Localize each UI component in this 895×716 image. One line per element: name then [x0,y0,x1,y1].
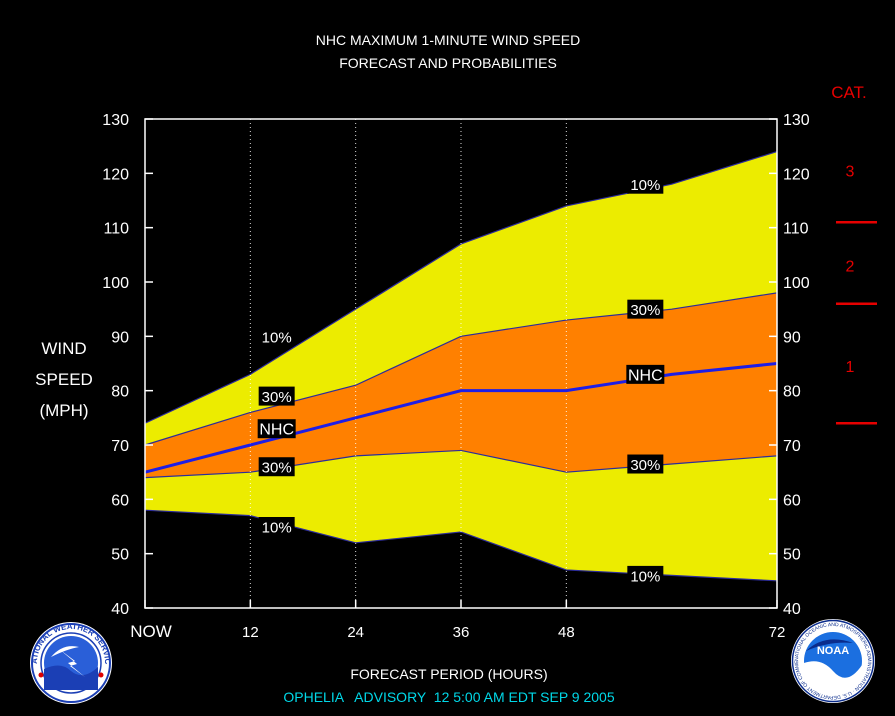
x-tick-label: NOW [130,622,172,641]
y-tick-label-left: 40 [111,601,129,618]
y-tick-label-left: 110 [103,221,129,238]
x-axis-label: FORECAST PERIOD (HOURS) [350,666,547,682]
category-header: CAT. [831,83,867,102]
band-label-box [627,299,664,319]
y-tick-label-left: 130 [102,112,129,129]
band-label-box [627,565,664,585]
band-label-box [257,419,296,439]
band-label: 10% [262,329,292,346]
band-label-box [627,174,664,194]
y-tick-label-right: 80 [783,384,801,401]
band-label: 10% [262,520,292,537]
y-tick-label-right: 40 [783,601,801,618]
band-label-box [258,457,295,477]
band-label-box [626,364,665,384]
series-edge-1 [144,292,778,446]
y-tick-label-right: 100 [783,275,810,292]
nhc-forecast-line [144,362,778,474]
nws-logo: NATIONAL WEATHER SERVICE [30,622,112,704]
y-tick-label-right: 50 [783,547,801,564]
y-tick-label-right: 70 [783,438,801,455]
x-tick-label: 48 [558,624,575,641]
category-label: 2 [846,259,855,276]
y-axis-label-line3: (MPH) [39,401,88,420]
y-tick-label-right: 110 [783,221,809,238]
x-tick-label: 24 [347,624,364,641]
x-tick-label: 72 [769,624,786,641]
band-label: 10% [630,568,660,585]
y-tick-label-right: 120 [783,166,810,183]
y-tick-label-left: 100 [102,275,129,292]
x-tick-label: 36 [453,624,470,641]
y-tick-label-left: 80 [111,384,129,401]
noaa-logo-text: NOAA [817,645,849,657]
y-tick-label-left: 70 [111,438,129,455]
chart-title-line2: FORECAST AND PROBABILITIES [339,55,557,71]
noaa-logo: NOAA NATIONAL OCEANIC AND ATMOSPHERIC AD… [791,619,875,703]
category-label: 1 [846,359,855,376]
band-label: 10% [630,177,660,194]
y-tick-label-left: 90 [111,329,129,346]
x-tick-label: 12 [242,624,259,641]
band-label: NHC [259,422,294,439]
band-label: NHC [628,367,663,384]
chart-title-line1: NHC MAXIMUM 1-MINUTE WIND SPEED [316,32,580,48]
band-label: 30% [630,457,660,474]
y-tick-label-left: 120 [102,166,129,183]
band-label-box [627,454,664,474]
advisory-footer: OPHELIA ADVISORY 12 5:00 AM EDT SEP 9 20… [283,689,614,705]
band-label-box [258,326,295,346]
category-label: 3 [846,164,855,181]
y-tick-label-left: 50 [111,547,129,564]
band-label: 30% [630,302,660,319]
y-tick-label-right: 90 [783,329,801,346]
y-tick-label-left: 60 [111,492,129,509]
band-label-box [258,386,295,406]
y-axis-label-line1: WIND [41,339,86,358]
band-label: 30% [262,460,292,477]
y-tick-label-right: 130 [783,112,810,129]
band-label-box [258,517,295,536]
band-label: 30% [262,389,292,406]
series-edge-3 [144,449,778,479]
plot-area: 40 40 50 50 60 60 70 70 80 80 90 90 100 100 110 110 120 1… [102,112,877,641]
y-axis-label-line2: SPEED [35,370,93,389]
y-tick-label-right: 60 [783,492,801,509]
